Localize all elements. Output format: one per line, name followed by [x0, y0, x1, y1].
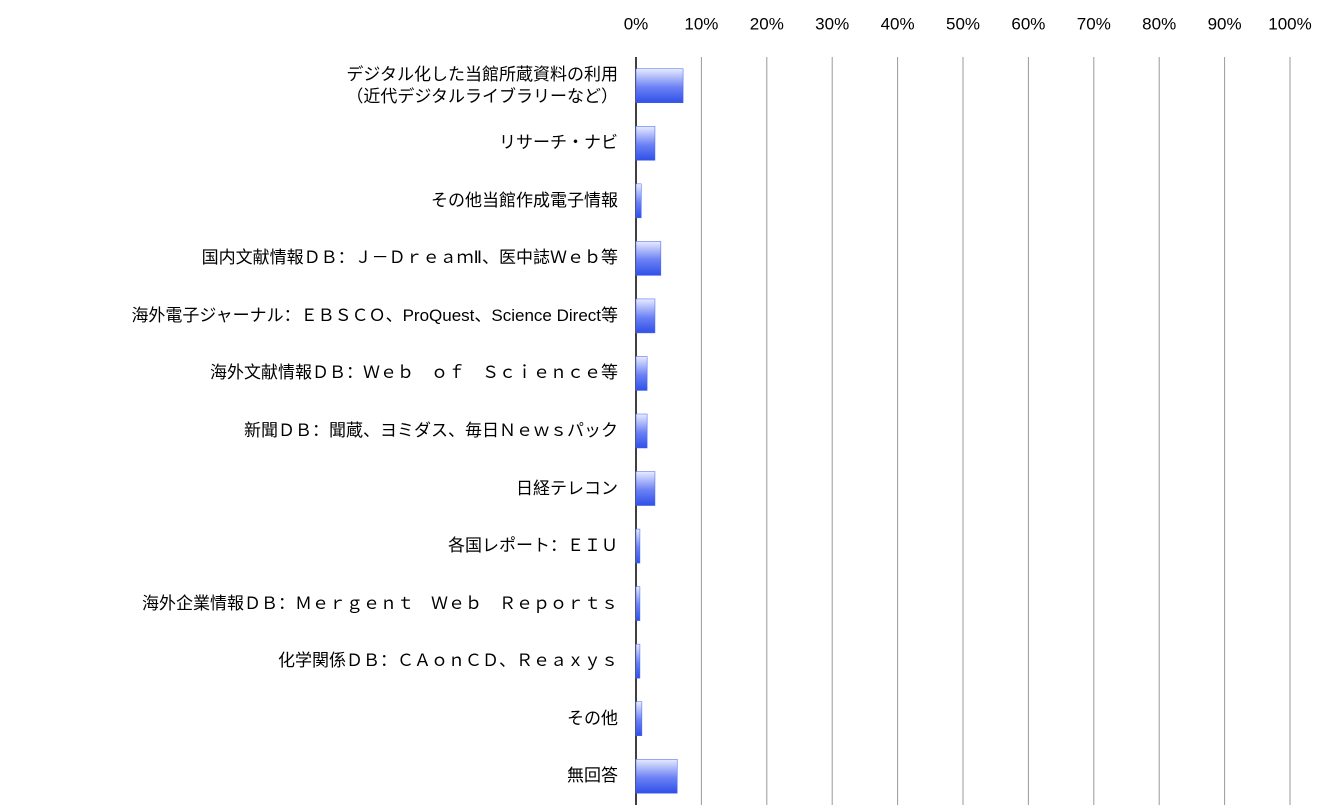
- x-tick-label: 90%: [1208, 14, 1242, 33]
- y-tick-label: リサーチ・ナビ: [499, 133, 618, 153]
- x-tick-label: 70%: [1077, 14, 1111, 33]
- y-tick-label: 国内文献情報ＤＢ：Ｊ－ＤｒｅａｍⅡ、医中誌Ｗｅｂ等: [201, 248, 618, 268]
- x-tick-label: 30%: [815, 14, 849, 33]
- bar: [635, 471, 656, 506]
- bar: [635, 126, 656, 161]
- y-tick-label: その他当館作成電子情報: [431, 190, 618, 210]
- y-tick-label: 海外企業情報ＤＢ：Ｍｅｒｇｅｎｔ Ｗｅｂ Ｒｅｐｏｒｔｓ: [142, 593, 618, 613]
- x-tick-label: 0%: [624, 14, 649, 33]
- x-tick-label: 20%: [750, 14, 784, 33]
- y-tick-label: その他: [567, 708, 618, 728]
- y-tick-label: 無回答: [567, 766, 618, 786]
- x-tick-label: 10%: [684, 14, 718, 33]
- x-tick-label: 60%: [1011, 14, 1045, 33]
- bar: [635, 298, 656, 334]
- y-tick-label: 各国レポート：ＥＩＵ: [448, 536, 618, 556]
- bar: [635, 586, 641, 621]
- y-tick-label: 新聞ＤＢ：聞蔵、ヨミダス、毎日Ｎｅｗｓパック: [244, 421, 618, 440]
- bar: [635, 701, 643, 736]
- y-tick-label: デジタル化した当館所蔵資料の利用 （近代デジタルライブラリーなど）: [346, 64, 618, 106]
- bar: [635, 183, 642, 219]
- y-tick-label: 日経テレコン: [516, 478, 618, 498]
- x-tick-label: 40%: [881, 14, 915, 33]
- y-tick-label: 化学関係ＤＢ：ＣＡｏｎＣＤ、Ｒｅａｘｙｓ: [278, 651, 618, 671]
- bar: [635, 528, 641, 564]
- bar: [635, 68, 684, 104]
- y-tick-label: 海外電子ジャーナル：ＥＢＳＣＯ、ProQuest、Science Direct等: [131, 305, 618, 325]
- bar: [635, 241, 662, 276]
- y-tick-label: 海外文献情報ＤＢ：Ｗｅｂ ｏｆ Ｓｃｉｅｎｃｅ等: [210, 363, 618, 383]
- bar: [635, 413, 648, 449]
- bar: [635, 758, 678, 794]
- bar: [635, 356, 648, 391]
- bar: [635, 643, 641, 679]
- x-tick-label: 80%: [1142, 14, 1176, 33]
- x-tick-label: 100%: [1268, 14, 1311, 33]
- x-tick-label: 50%: [946, 14, 980, 33]
